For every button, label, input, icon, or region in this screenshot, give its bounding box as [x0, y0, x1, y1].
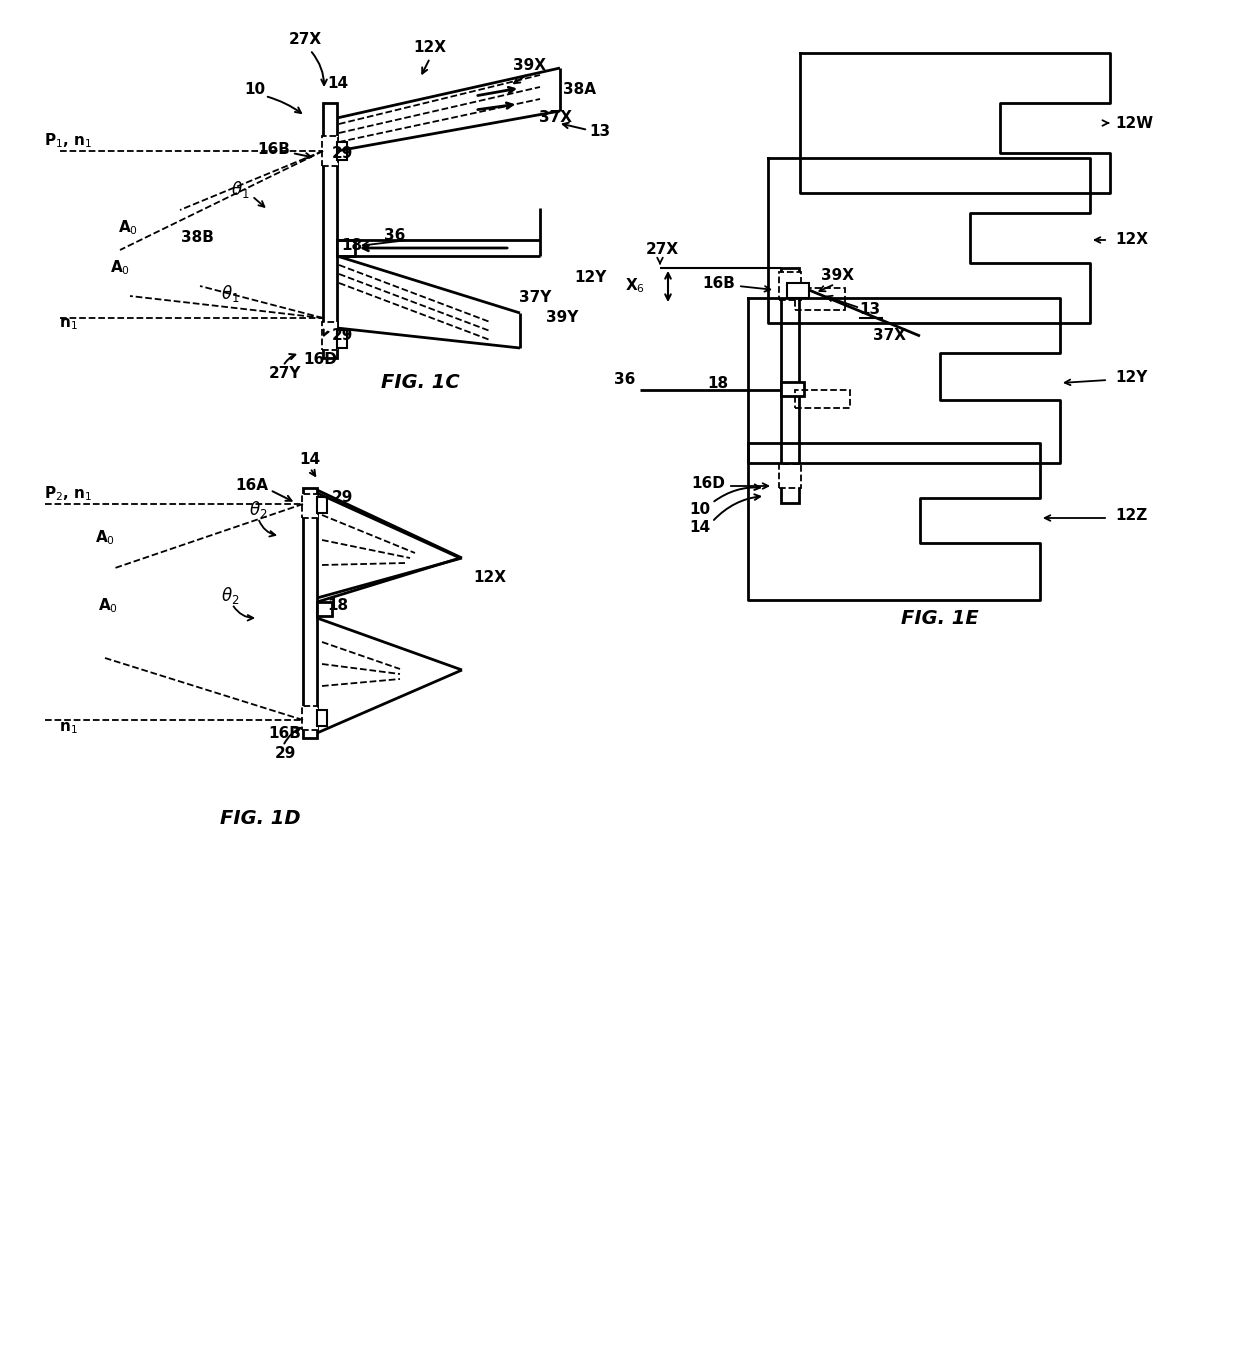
Text: 39X: 39X [513, 58, 547, 73]
Text: 14: 14 [299, 452, 321, 467]
Text: 37X: 37X [538, 110, 572, 125]
Text: FIG. 1D: FIG. 1D [219, 808, 300, 827]
Text: 12X: 12X [474, 570, 506, 585]
Text: 16B: 16B [269, 725, 301, 740]
Text: 27Y: 27Y [269, 367, 301, 382]
Text: 16B: 16B [702, 276, 735, 291]
Text: 38B: 38B [181, 231, 213, 246]
Text: 10: 10 [244, 83, 265, 98]
Bar [337, 330, 347, 348]
Text: 12X: 12X [1115, 232, 1148, 247]
Bar [787, 282, 808, 297]
Text: 36: 36 [614, 372, 635, 387]
Text: A$_0$: A$_0$ [110, 258, 130, 277]
Text: X$_6$: X$_6$ [625, 277, 645, 295]
Text: 12W: 12W [1115, 115, 1153, 130]
Text: 37Y: 37Y [518, 291, 552, 306]
Text: 14: 14 [689, 520, 711, 535]
Text: FIG. 1E: FIG. 1E [901, 608, 978, 627]
Text: P$_2$, n$_1$: P$_2$, n$_1$ [43, 485, 92, 504]
Bar [303, 488, 317, 737]
Text: 29: 29 [331, 329, 352, 344]
Text: 36: 36 [384, 228, 405, 243]
Text: 27X: 27X [646, 243, 678, 258]
Bar [781, 268, 799, 502]
Bar [322, 136, 339, 166]
Text: 12Z: 12Z [1115, 508, 1147, 523]
Text: A$_0$: A$_0$ [95, 528, 115, 547]
Text: $\theta_1$: $\theta_1$ [231, 179, 249, 201]
Text: 12Y: 12Y [1115, 371, 1147, 386]
Bar [779, 272, 801, 300]
Text: 18: 18 [708, 376, 729, 391]
Text: 29: 29 [331, 490, 352, 505]
Text: $\theta_2$: $\theta_2$ [221, 585, 239, 607]
Bar [795, 390, 849, 407]
Bar [303, 706, 317, 731]
Text: 12X: 12X [413, 41, 446, 56]
Text: FIG. 1C: FIG. 1C [381, 373, 459, 392]
Text: 29: 29 [331, 145, 352, 160]
Text: 18: 18 [327, 599, 348, 614]
Text: 16A: 16A [236, 478, 268, 493]
Bar [781, 382, 804, 397]
Text: 16D: 16D [303, 353, 337, 368]
Bar [795, 288, 844, 310]
Bar [322, 322, 339, 350]
Text: 27X: 27X [289, 33, 321, 48]
Text: A$_0$: A$_0$ [98, 596, 118, 615]
Text: 39X: 39X [821, 269, 854, 284]
Text: $\theta_1$: $\theta_1$ [221, 282, 239, 303]
Text: 39Y: 39Y [546, 311, 578, 326]
Text: 38A: 38A [563, 83, 596, 98]
Text: 37X: 37X [873, 329, 906, 344]
Text: 13: 13 [859, 303, 880, 318]
Text: P$_1$, n$_1$: P$_1$, n$_1$ [43, 132, 92, 151]
Bar [317, 497, 327, 513]
Text: 16B: 16B [257, 143, 290, 158]
Bar [317, 710, 327, 727]
Text: 10: 10 [689, 502, 711, 517]
Bar [322, 103, 337, 359]
Text: n$_1$: n$_1$ [58, 720, 77, 736]
Bar [303, 494, 317, 517]
Bar [337, 143, 347, 160]
Text: $\theta_2$: $\theta_2$ [249, 500, 267, 520]
Text: 13: 13 [589, 125, 610, 140]
Text: 29: 29 [274, 746, 295, 760]
Bar [337, 240, 355, 257]
Text: A$_0$: A$_0$ [118, 219, 138, 238]
Bar [779, 464, 801, 488]
Text: n$_1$: n$_1$ [58, 316, 77, 331]
Text: 16D: 16D [691, 475, 725, 490]
Text: 18: 18 [341, 239, 362, 254]
Bar [317, 602, 332, 617]
Text: 12Y: 12Y [574, 270, 606, 285]
Text: 14: 14 [327, 76, 348, 91]
